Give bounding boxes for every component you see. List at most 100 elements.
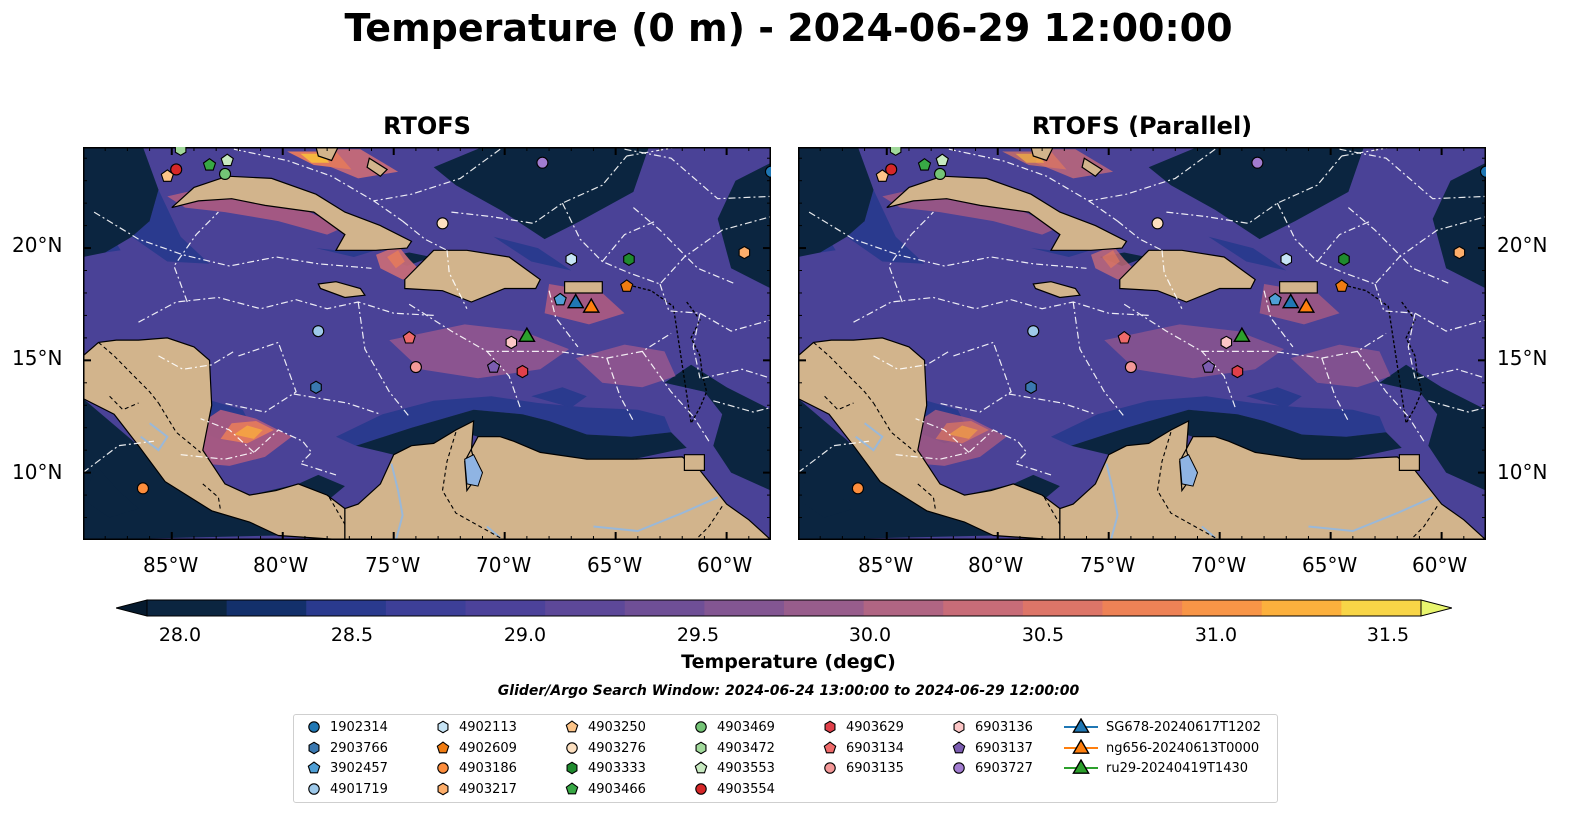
lon-tick-label: 70°W [476, 553, 532, 577]
hot-water-region [948, 425, 978, 439]
obs-marker-4903217 [1453, 245, 1466, 260]
land-hispaniola [1119, 249, 1256, 303]
legend-swatch [695, 783, 707, 795]
obs-marker-SG678-20240617T1202 [1281, 293, 1300, 309]
eez-boundary [853, 296, 1149, 323]
legend-marker [695, 783, 707, 795]
land-trinidad [1398, 454, 1421, 471]
land-trinidad [683, 454, 706, 471]
cold-water-region [83, 147, 159, 257]
obs-marker-6903136 [1220, 335, 1233, 350]
cool-water-region [336, 396, 672, 446]
country-border [109, 395, 139, 411]
colorbar-tick-label: 28.5 [330, 624, 374, 646]
obs-marker-6903137 [1201, 360, 1216, 373]
legend-swatch [308, 721, 320, 733]
eez-boundary [1316, 220, 1371, 262]
obs-marker-4903553 [935, 153, 949, 167]
obs-marker-4903469 [933, 167, 947, 180]
lon-tick-label: 75°W [1080, 553, 1136, 577]
legend-swatch [436, 741, 450, 754]
obs-marker-3902457 [553, 292, 567, 306]
lon-tick-label: 60°W [1412, 553, 1468, 577]
country-border [824, 395, 854, 411]
lon-tick-label: 70°W [1191, 553, 1247, 577]
map-panel-parallel[interactable] [798, 147, 1486, 540]
obs-marker-4903554 [885, 163, 898, 176]
legend-swatch [695, 721, 707, 733]
land-puerto-rico [1279, 281, 1318, 294]
legend-label: 4903217 [459, 781, 517, 797]
panel-title-rtofs: RTOFS [383, 112, 471, 140]
legend-item: 6903727 [951, 758, 1033, 778]
obs-marker-ru29-20240419T1430 [1233, 326, 1251, 343]
land-cuba [886, 175, 1128, 251]
legend-item: 6903137 [951, 738, 1033, 758]
lon-tick-label: 85°W [858, 553, 914, 577]
cold-water-region [1148, 147, 1364, 240]
eez-boundary [915, 418, 970, 453]
obs-marker-6903135 [409, 361, 422, 374]
eez-boundary [1276, 202, 1486, 285]
legend-label: 4903469 [717, 719, 775, 735]
legend-label: 6903727 [975, 760, 1033, 776]
cool-water-region [493, 236, 572, 271]
legend-swatch [953, 720, 965, 734]
eez-boundary [1166, 155, 1343, 225]
panel-title-parallel: RTOFS (Parallel) [1031, 112, 1253, 140]
obs-marker-ng656-20240613T0000 [1297, 297, 1316, 313]
colorbar-tick-label: 31.0 [1194, 624, 1238, 646]
colorbar-segment [624, 600, 705, 616]
eez-boundary [888, 211, 934, 303]
colorbar-segment [704, 600, 785, 616]
obs-marker-4902113 [565, 252, 578, 266]
legend-item: 4903472 [693, 738, 775, 758]
cold-water-region [1071, 409, 1402, 460]
colorbar-under-extend [116, 599, 148, 617]
eez-boundary [702, 368, 771, 379]
river-line [1105, 463, 1119, 540]
eez-boundary [138, 296, 434, 323]
legend-swatch [437, 782, 449, 796]
legend-swatch [566, 742, 578, 754]
legend-item: 4903217 [435, 779, 517, 799]
legend-label: 4902113 [459, 719, 517, 735]
river-line [1201, 525, 1216, 539]
eez-boundary [222, 341, 297, 413]
legend-swatch [565, 720, 579, 733]
legend-item: 4903553 [693, 758, 775, 778]
legend-swatch [1064, 759, 1098, 774]
colorbar-over-extend [1420, 599, 1452, 617]
land-jamaica [317, 281, 366, 299]
hot-water-region [233, 425, 263, 439]
map-panel-rtofs[interactable] [83, 147, 771, 540]
cool-water-region [846, 189, 925, 264]
obs-marker-6903136 [505, 335, 518, 350]
eez-boundary [1117, 220, 1163, 251]
land-bahamas-a [1030, 147, 1054, 162]
legend-label: 6903135 [846, 760, 904, 776]
land-bahamas-a [315, 147, 339, 162]
eez-boundary [1356, 351, 1425, 442]
obs-marker-6903135 [1124, 361, 1137, 374]
colorbar-segment [147, 600, 228, 616]
river-line [140, 422, 169, 452]
legend-swatch [952, 741, 966, 754]
eez-boundary [895, 429, 1052, 476]
legend-marker [953, 762, 965, 774]
cold-water-region [664, 364, 771, 491]
legend-item: 4903276 [564, 738, 646, 758]
lake-maracaibo [1179, 454, 1199, 487]
legend-item: 4903250 [564, 717, 646, 737]
lat-tick-label: 10°N [12, 460, 63, 484]
river-line [855, 422, 884, 452]
obs-marker-4903629 [1231, 364, 1244, 379]
hot-water-region [387, 250, 405, 269]
lon-tick-label: 80°W [253, 553, 309, 577]
colorbar-segment [1182, 600, 1263, 616]
legend-label: 3902457 [330, 760, 388, 776]
legend-label: 6903134 [846, 740, 904, 756]
legend-marker [437, 762, 449, 774]
obs-marker-4903276 [1151, 217, 1164, 230]
obs-marker-6903137 [486, 360, 501, 373]
